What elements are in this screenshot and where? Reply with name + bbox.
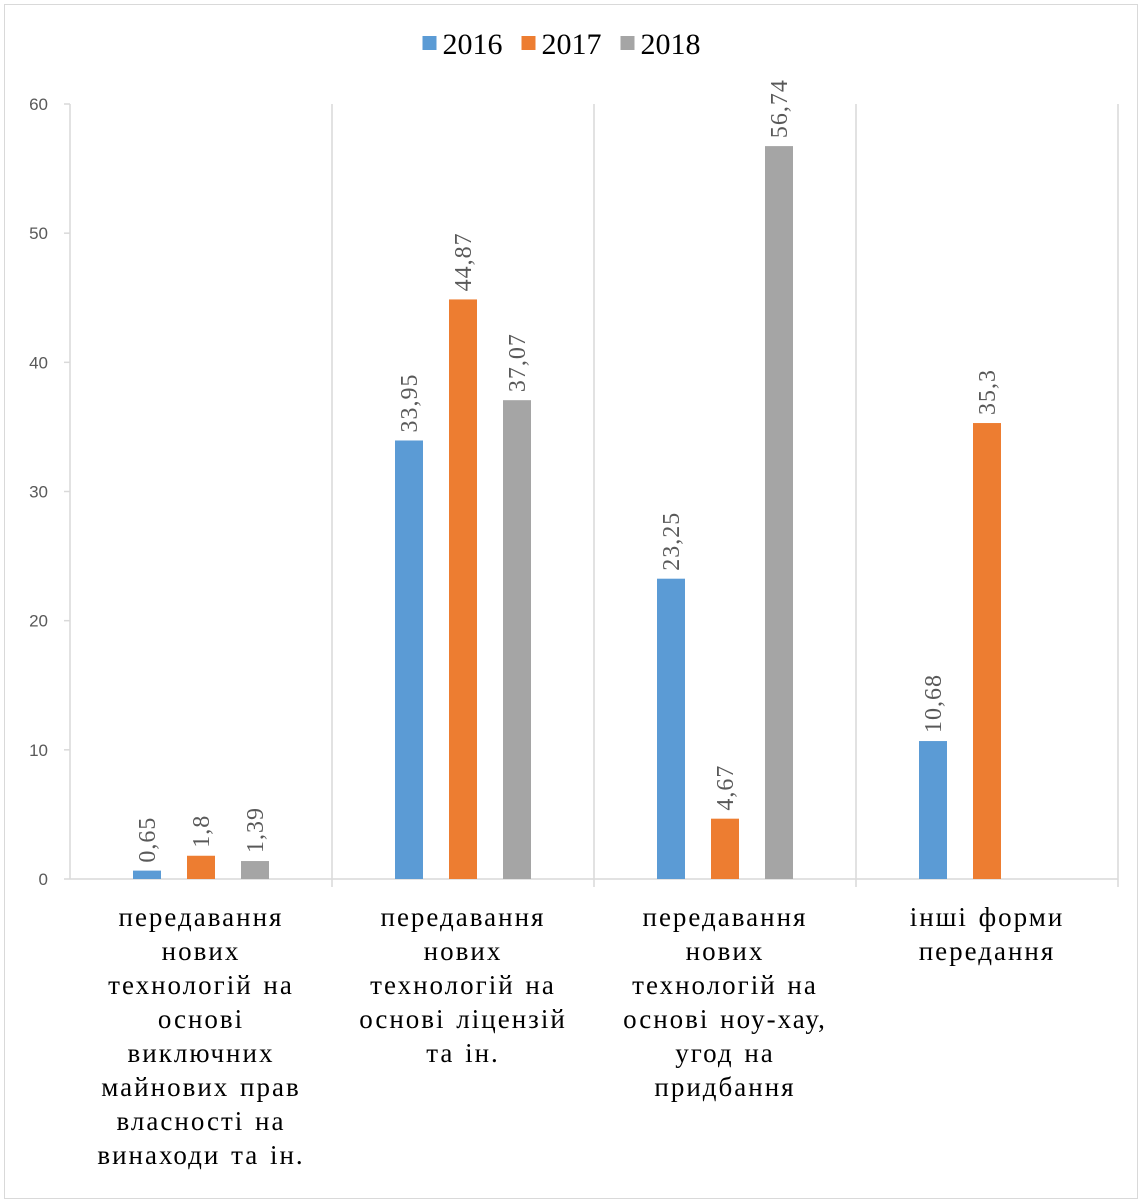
category-label-line: виключних <box>127 1038 275 1068</box>
category-label-line: та ін. <box>426 1038 500 1068</box>
x-category-label: передавання нових технологій на основі ліце… <box>328 900 598 1070</box>
legend-label-2016: 2016 <box>443 28 503 61</box>
data-label: 35,3 <box>975 369 1001 415</box>
data-label: 37,07 <box>505 333 531 392</box>
legend-label-2018: 2018 <box>641 28 701 61</box>
bar-2018 <box>241 861 269 879</box>
bar-2017 <box>973 423 1001 879</box>
category-label-line: майнових прав <box>101 1072 301 1102</box>
category-label-line: нових <box>423 936 503 966</box>
y-tick-label: 50 <box>29 224 48 243</box>
category-label-line: основі ноу-хау, <box>623 1004 827 1034</box>
bar-2017 <box>711 818 739 879</box>
category-label-line: технологій на <box>632 970 818 1000</box>
y-tick-label: 30 <box>29 483 48 502</box>
chart-frame <box>4 4 1138 1199</box>
category-label-line: нових <box>161 936 241 966</box>
legend-swatch-2018 <box>620 36 635 50</box>
bar-2018 <box>765 146 793 879</box>
legend-swatch-2017 <box>521 36 536 50</box>
legend-swatch-2016 <box>422 36 437 50</box>
legend-label-2017: 2017 <box>542 28 602 61</box>
y-tick-label: 60 <box>29 95 48 114</box>
category-label-line: технологій на <box>370 970 556 1000</box>
bar-2016 <box>919 741 947 879</box>
data-label: 44,87 <box>451 232 477 291</box>
x-category-label: передавання нових технологій на основі виклю… <box>66 900 336 1172</box>
bar-2017 <box>449 299 477 879</box>
category-label-line: передавання <box>642 902 808 932</box>
bar-2018 <box>503 400 531 879</box>
data-label: 0,65 <box>135 817 161 863</box>
data-label: 23,25 <box>659 512 685 571</box>
data-label: 1,39 <box>243 807 269 853</box>
bar-2017 <box>187 855 215 879</box>
category-label-line: основі <box>157 1004 245 1034</box>
bar-2016 <box>395 440 423 879</box>
bar-chart: 0 10 20 30 40 50 60 0,65 33,95 23,25 10,68 1,8 44,87… <box>29 28 1119 889</box>
x-category-label: передавання нових технологій на основі ноу-… <box>590 900 860 1104</box>
category-label-line: технологій на <box>108 970 294 1000</box>
x-category-label: інші форми передання <box>852 900 1122 968</box>
data-label: 1,8 <box>189 815 215 848</box>
category-label-line: передання <box>918 936 1056 966</box>
category-label-line: угод на <box>675 1038 775 1068</box>
bar-2016 <box>133 870 161 879</box>
category-label-line: передавання <box>118 902 284 932</box>
category-label-line: основі ліцензій <box>359 1004 567 1034</box>
y-tick-label: 20 <box>29 612 48 631</box>
category-label-line: інші форми <box>909 902 1065 932</box>
category-label-line: передавання <box>380 902 546 932</box>
data-label: 4,67 <box>713 765 739 811</box>
data-label: 33,95 <box>397 373 423 432</box>
bar-2016 <box>657 578 685 879</box>
category-label-line: винаходи та ін. <box>97 1140 305 1170</box>
data-label: 10,68 <box>921 674 947 733</box>
y-tick-label: 0 <box>39 870 48 889</box>
category-label-line: придбання <box>654 1072 796 1102</box>
y-tick-label: 10 <box>29 741 48 760</box>
category-label-line: власності на <box>116 1106 286 1136</box>
y-tick-label: 40 <box>29 353 48 372</box>
category-label-line: нових <box>685 936 765 966</box>
data-label: 56,74 <box>767 79 793 138</box>
